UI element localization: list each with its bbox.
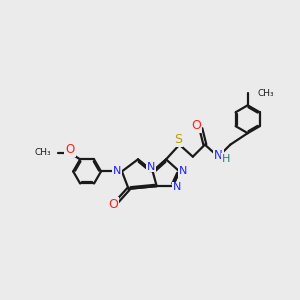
Text: N: N [214, 149, 223, 162]
Text: N: N [113, 167, 121, 176]
Text: S: S [174, 133, 182, 146]
Text: H: H [222, 154, 230, 164]
Text: CH₃: CH₃ [257, 89, 274, 98]
Text: O: O [108, 198, 118, 211]
Text: O: O [65, 143, 75, 157]
Text: N: N [179, 167, 188, 176]
Text: N: N [147, 162, 155, 172]
Text: O: O [191, 119, 201, 132]
Text: N: N [172, 182, 181, 193]
Text: CH₃: CH₃ [34, 148, 51, 157]
